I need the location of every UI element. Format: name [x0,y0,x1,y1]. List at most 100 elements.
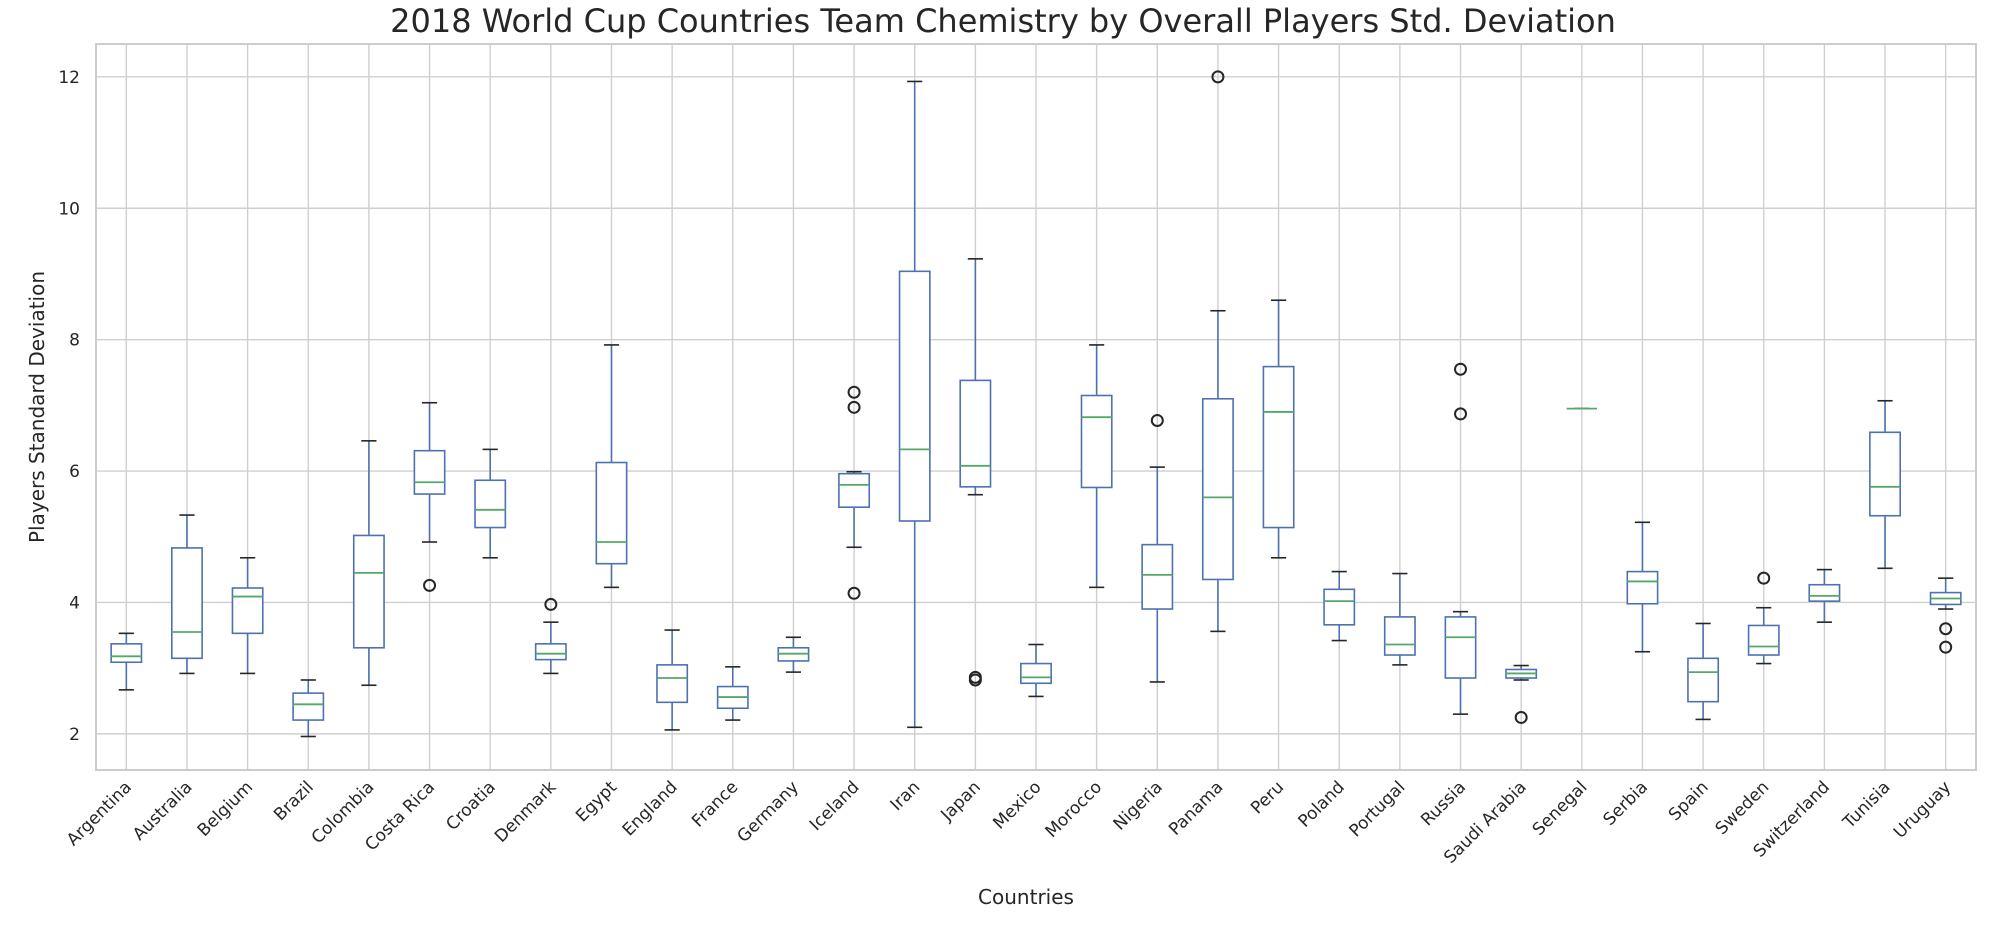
box-group [1687,622,1720,721]
box-group [1201,70,1234,633]
box-iqr [1323,588,1356,626]
x-tick-label: Panama [1165,777,1227,839]
x-tick-label: Germany [734,777,803,846]
box-iqr [1201,397,1234,581]
box-group [777,636,810,673]
x-tick-label: Serbia [1600,777,1652,829]
box-iqr [1080,394,1113,489]
box-iqr [1626,570,1659,605]
box-iqr [413,449,446,495]
x-tick-label: Mexico [989,777,1045,833]
box-group [1383,572,1416,666]
box-group [716,666,749,721]
box-group [171,514,203,675]
box-layer [110,70,1962,738]
x-tick-label: Denmark [491,777,561,847]
box-iqr [595,461,628,565]
box-iqr [1020,662,1052,685]
box-group [1505,664,1538,724]
x-tick-label: Japan [937,777,985,825]
box-group [534,597,567,675]
box-group [1869,399,1901,570]
box-iqr [1262,365,1295,529]
x-tick-label: Iceland [806,777,864,835]
x-tick-label: Morocco [1042,777,1106,841]
outlier-point [544,597,558,611]
x-axis-label: Countries [978,885,1074,909]
outlier-point [1211,70,1225,84]
box-iqr [171,547,203,660]
box-iqr [474,479,507,529]
x-tick-label: Peru [1247,777,1288,818]
outlier-point [1757,571,1771,585]
x-tick-label: Croatia [442,777,499,834]
y-tick-label: 8 [69,331,80,351]
x-tick-label: Argentina [63,777,136,850]
x-tick-label: Egypt [572,777,621,826]
x-tick-label: Russia [1417,777,1470,830]
chart-title: 2018 World Cup Countries Team Chemistry … [390,2,1616,40]
box-group [110,632,143,691]
y-tick-label: 6 [69,462,80,482]
box-group [898,80,931,729]
y-tick-label: 12 [58,68,80,88]
y-tick-label: 10 [58,199,80,219]
box-iqr [352,534,385,649]
y-tick-label: 2 [69,725,80,745]
box-group [838,385,871,600]
box-group [1808,568,1841,623]
box-group [1262,299,1295,559]
box-iqr [1869,431,1901,517]
box-group [413,401,446,592]
box-group [1626,521,1659,653]
outlier-point [847,586,861,600]
box-iqr [838,472,871,508]
box-iqr [1141,543,1174,610]
box-group [292,679,325,738]
box-iqr [231,587,264,635]
outlier-point [1939,640,1953,654]
outlier-point [968,670,982,684]
box-group [1444,362,1477,715]
box-iqr [534,643,567,661]
box-group [1323,570,1356,642]
x-tick-label: Poland [1294,777,1348,831]
x-tick-label: Senegal [1529,777,1592,840]
box-group [231,556,264,675]
box-iqr [1808,583,1841,602]
box-iqr [1383,616,1416,656]
outlier-point [1150,413,1164,427]
outlier-point [1939,622,1953,636]
x-tick-label: Australia [129,777,196,844]
x-tick-label: Tunisia [1839,777,1895,833]
box-group [474,448,507,559]
box-iqr [959,379,992,488]
x-tick-label: Belgium [194,777,257,840]
box-iqr [1687,657,1720,703]
outlier-point [1454,407,1468,421]
box-group [1141,413,1174,683]
box-group [1929,577,1962,654]
x-tick-label: Nigeria [1110,777,1167,834]
x-tick-label: Spain [1665,777,1713,825]
outlier-point [847,400,861,414]
box-group [352,440,385,687]
y-axis-label: Players Standard Deviation [25,271,49,543]
x-tick-label: France [688,777,742,831]
x-tick-label: Iran [887,777,925,815]
y-tick-labels: 2 4 6 8 10 12 [58,68,80,745]
box-group [1747,571,1780,665]
box-iqr [656,664,689,704]
x-tick-label: Uruguay [1890,777,1955,842]
x-tick-label: England [619,777,682,840]
x-tick-label: Portugal [1345,777,1409,841]
outlier-point [1514,710,1528,724]
box-iqr [292,692,325,721]
box-iqr [1444,616,1477,679]
outlier-point [423,578,437,592]
box-group [1080,344,1113,589]
plot-frame [95,43,1977,771]
box-iqr [898,270,931,522]
